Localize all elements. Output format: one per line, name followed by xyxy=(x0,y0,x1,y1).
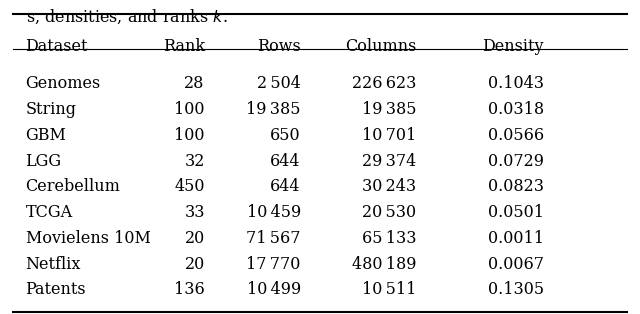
Text: Movielens 10M: Movielens 10M xyxy=(26,230,150,247)
Text: 0.1305: 0.1305 xyxy=(488,281,544,298)
Text: Netflix: Netflix xyxy=(26,256,81,273)
Text: 28: 28 xyxy=(184,75,205,92)
Text: 17 770: 17 770 xyxy=(246,256,301,273)
Text: 10 701: 10 701 xyxy=(362,127,416,144)
Text: 644: 644 xyxy=(270,178,301,195)
Text: Density: Density xyxy=(483,38,544,55)
Text: 10 499: 10 499 xyxy=(246,281,301,298)
Text: 0.0067: 0.0067 xyxy=(488,256,544,273)
Text: 0.0823: 0.0823 xyxy=(488,178,544,195)
Text: s, densities, and ranks $k$.: s, densities, and ranks $k$. xyxy=(26,8,227,26)
Text: 650: 650 xyxy=(270,127,301,144)
Text: TCGA: TCGA xyxy=(26,204,73,221)
Text: 32: 32 xyxy=(184,153,205,170)
Text: Cerebellum: Cerebellum xyxy=(26,178,120,195)
Text: 65 133: 65 133 xyxy=(362,230,416,247)
Text: Rows: Rows xyxy=(257,38,301,55)
Text: LGG: LGG xyxy=(26,153,61,170)
Text: 20: 20 xyxy=(184,256,205,273)
Text: 0.1043: 0.1043 xyxy=(488,75,544,92)
Text: Dataset: Dataset xyxy=(26,38,88,55)
Text: 0.0501: 0.0501 xyxy=(488,204,544,221)
Text: 20: 20 xyxy=(184,230,205,247)
Text: 136: 136 xyxy=(174,281,205,298)
Text: 19 385: 19 385 xyxy=(246,101,301,118)
Text: 450: 450 xyxy=(174,178,205,195)
Text: 19 385: 19 385 xyxy=(362,101,416,118)
Text: 0.0318: 0.0318 xyxy=(488,101,544,118)
Text: 0.0011: 0.0011 xyxy=(488,230,544,247)
Text: 30 243: 30 243 xyxy=(362,178,416,195)
Text: 2 504: 2 504 xyxy=(257,75,301,92)
Text: 10 511: 10 511 xyxy=(362,281,416,298)
Text: 71 567: 71 567 xyxy=(246,230,301,247)
Text: 644: 644 xyxy=(270,153,301,170)
Text: 100: 100 xyxy=(174,101,205,118)
Text: 480 189: 480 189 xyxy=(351,256,416,273)
Text: String: String xyxy=(26,101,77,118)
Text: GBM: GBM xyxy=(26,127,67,144)
Text: 29 374: 29 374 xyxy=(362,153,416,170)
Text: 10 459: 10 459 xyxy=(246,204,301,221)
Text: Columns: Columns xyxy=(344,38,416,55)
Text: 226 623: 226 623 xyxy=(351,75,416,92)
Text: Patents: Patents xyxy=(26,281,86,298)
Text: 0.0729: 0.0729 xyxy=(488,153,544,170)
Text: Rank: Rank xyxy=(163,38,205,55)
Text: Genomes: Genomes xyxy=(26,75,101,92)
Text: 20 530: 20 530 xyxy=(362,204,416,221)
Text: 100: 100 xyxy=(174,127,205,144)
Text: 33: 33 xyxy=(184,204,205,221)
Text: 0.0566: 0.0566 xyxy=(488,127,544,144)
